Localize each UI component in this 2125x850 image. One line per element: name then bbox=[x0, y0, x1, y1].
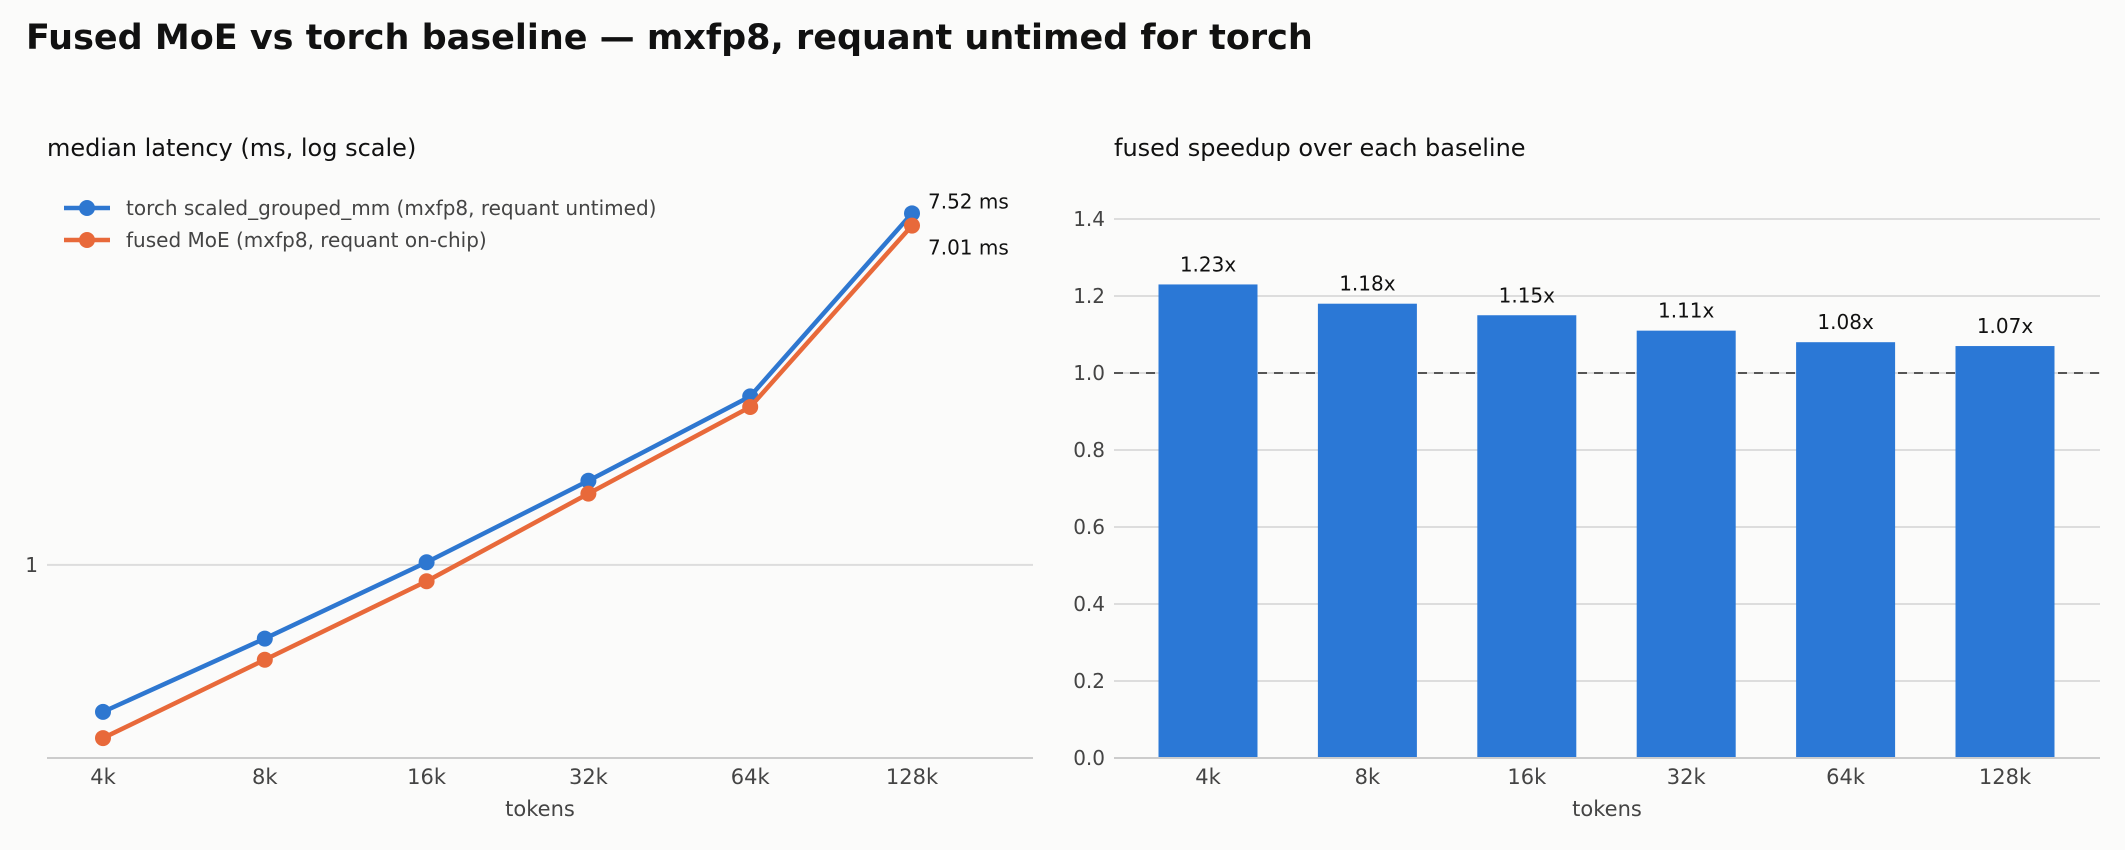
speedup-y-tick-label: 1.0 bbox=[1073, 361, 1105, 385]
speedup-y-tick-label: 1.2 bbox=[1073, 284, 1105, 308]
latency-x-tick-label: 16k bbox=[407, 765, 447, 789]
speedup-bar-data-label: 1.08x bbox=[1817, 310, 1874, 334]
speedup-x-tick-label: 32k bbox=[1667, 765, 1707, 789]
speedup-x-tick-label: 64k bbox=[1826, 765, 1866, 789]
latency-chart: median latency (ms, log scale) 1 4k 8k 16k 3… bbox=[25, 134, 1033, 821]
latency-chart-title: median latency (ms, log scale) bbox=[47, 134, 416, 162]
latency-data-point bbox=[904, 217, 920, 234]
speedup-bar-data-label: 1.11x bbox=[1658, 299, 1715, 323]
speedup-x-axis-label: tokens bbox=[1572, 797, 1642, 821]
fused-end-label: 7.01 ms bbox=[928, 236, 1009, 260]
speedup-bar-data-label: 1.23x bbox=[1180, 252, 1237, 276]
speedup-bar bbox=[1317, 303, 1417, 758]
latency-data-point bbox=[256, 651, 273, 668]
latency-data-point bbox=[904, 205, 920, 222]
speedup-x-tick-label: 128k bbox=[1979, 765, 2032, 789]
latency-series-line-1 bbox=[102, 224, 914, 741]
speedup-chart: fused speedup over each baseline 1.23x 1.… bbox=[1073, 134, 2100, 821]
legend-swatch-marker bbox=[79, 200, 95, 216]
latency-data-point bbox=[95, 703, 111, 720]
speedup-bar bbox=[1636, 330, 1736, 758]
latency-x-tick-label: 4k bbox=[90, 765, 116, 789]
latency-data-point bbox=[580, 485, 597, 502]
speedup-bar bbox=[1955, 346, 2055, 758]
latency-data-point bbox=[95, 730, 111, 747]
latency-x-tick-label: 64k bbox=[731, 765, 771, 789]
speedup-y-tick-label: 0.0 bbox=[1073, 746, 1105, 770]
speedup-bar-data-label: 1.15x bbox=[1499, 283, 1556, 307]
latency-series-line-0 bbox=[102, 211, 914, 714]
speedup-bar bbox=[1796, 342, 1896, 758]
speedup-x-tick-label: 4k bbox=[1195, 765, 1221, 789]
legend-entry-label: fused MoE (mxfp8, requant on-chip) bbox=[126, 228, 487, 252]
speedup-x-tick-label: 16k bbox=[1507, 765, 1547, 789]
speedup-y-tick-label: 0.4 bbox=[1073, 592, 1105, 616]
speedup-x-tick-label: 8k bbox=[1355, 765, 1381, 789]
figure-title: Fused MoE vs torch baseline — mxfp8, req… bbox=[26, 18, 1313, 58]
torch-end-label: 7.52 ms bbox=[928, 189, 1009, 213]
speedup-chart-title: fused speedup over each baseline bbox=[1114, 134, 1526, 162]
latency-x-tick-label: 8k bbox=[252, 765, 278, 789]
legend-entry-label: torch scaled_grouped_mm (mxfp8, requant … bbox=[126, 196, 656, 220]
latency-data-point bbox=[742, 398, 759, 415]
legend-swatch-marker bbox=[79, 232, 95, 248]
latency-x-tick-label: 32k bbox=[569, 765, 609, 789]
latency-data-point bbox=[418, 554, 435, 571]
speedup-bar-data-label: 1.07x bbox=[1977, 314, 2034, 338]
speedup-y-tick-label: 0.2 bbox=[1073, 669, 1105, 693]
latency-y-tick-label: 1 bbox=[25, 553, 38, 577]
latency-data-point bbox=[580, 472, 597, 489]
speedup-bar bbox=[1158, 284, 1258, 758]
latency-x-tick-label: 128k bbox=[886, 765, 939, 789]
speedup-bar bbox=[1477, 315, 1577, 758]
speedup-y-tick-label: 0.6 bbox=[1073, 515, 1105, 539]
speedup-y-tick-label: 0.8 bbox=[1073, 438, 1105, 462]
speedup-bar-data-label: 1.18x bbox=[1339, 272, 1396, 296]
latency-data-point bbox=[256, 630, 273, 647]
latency-x-axis-label: tokens bbox=[505, 797, 575, 821]
speedup-y-tick-label: 1.4 bbox=[1073, 207, 1105, 231]
latency-data-point bbox=[418, 573, 435, 590]
